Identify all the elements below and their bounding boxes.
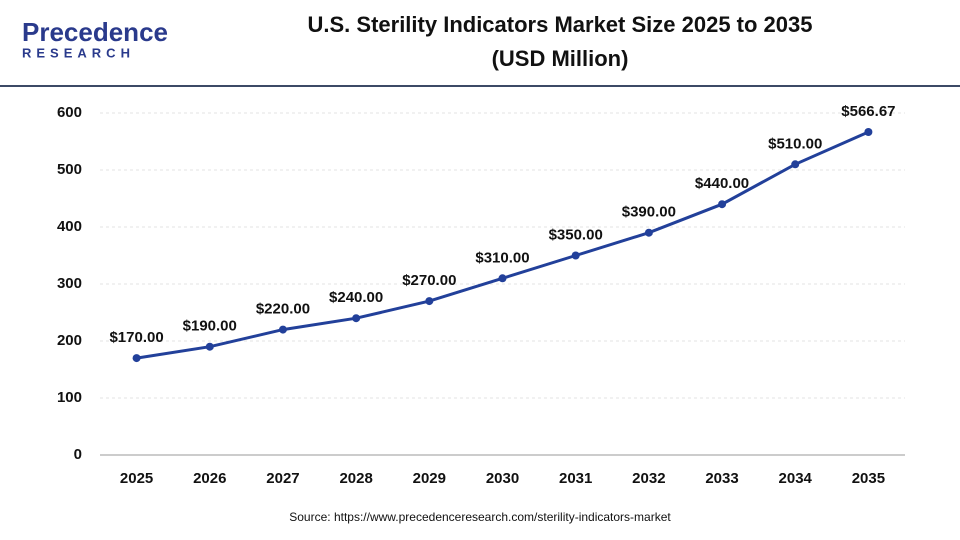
point <box>278 325 287 334</box>
value-label: $390.00 <box>622 204 676 221</box>
point <box>644 228 653 237</box>
point <box>352 314 361 323</box>
value-label: $310.00 <box>475 249 529 266</box>
source: Source: https://www.precedenceresearch.c… <box>289 510 671 524</box>
chart-subtitle: (USD Million) <box>492 46 629 71</box>
y-tick-label: 200 <box>57 332 82 349</box>
point <box>205 342 214 351</box>
y-tick-label: 500 <box>57 161 82 178</box>
value-label: $566.67 <box>841 103 895 120</box>
value-label: $270.00 <box>402 272 456 289</box>
value-label: $440.00 <box>695 175 749 192</box>
x-tick-label: 2028 <box>339 470 372 487</box>
y-tick-label: 600 <box>57 104 82 121</box>
point <box>498 274 507 283</box>
y-tick-label: 100 <box>57 389 82 406</box>
value-label: $220.00 <box>256 301 310 318</box>
x-tick-label: 2029 <box>413 470 446 487</box>
y-tick-label: 300 <box>57 275 82 292</box>
value-label: $350.00 <box>549 226 603 243</box>
y-tick-label: 400 <box>57 218 82 235</box>
value-label: $510.00 <box>768 135 822 152</box>
point <box>864 127 873 136</box>
point <box>425 297 434 306</box>
x-tick-label: 2035 <box>852 470 885 487</box>
logo-name: Precedence <box>22 17 168 47</box>
point <box>791 160 800 169</box>
value-label: $170.00 <box>109 329 163 346</box>
x-tick-label: 2031 <box>559 470 592 487</box>
x-tick-label: 2027 <box>266 470 299 487</box>
point <box>718 200 727 209</box>
y-tick-label: 0 <box>74 446 82 463</box>
x-tick-label: 2030 <box>486 470 519 487</box>
point <box>571 251 580 260</box>
logo-sub: RESEARCH <box>22 45 135 60</box>
value-label: $240.00 <box>329 289 383 306</box>
x-tick-label: 2032 <box>632 470 665 487</box>
chart-title: U.S. Sterility Indicators Market Size 20… <box>308 12 813 37</box>
x-tick-label: 2033 <box>705 470 738 487</box>
x-tick-label: 2034 <box>779 470 813 487</box>
x-tick-label: 2025 <box>120 470 153 487</box>
value-label: $190.00 <box>183 318 237 335</box>
x-tick-label: 2026 <box>193 470 226 487</box>
point <box>132 354 141 363</box>
